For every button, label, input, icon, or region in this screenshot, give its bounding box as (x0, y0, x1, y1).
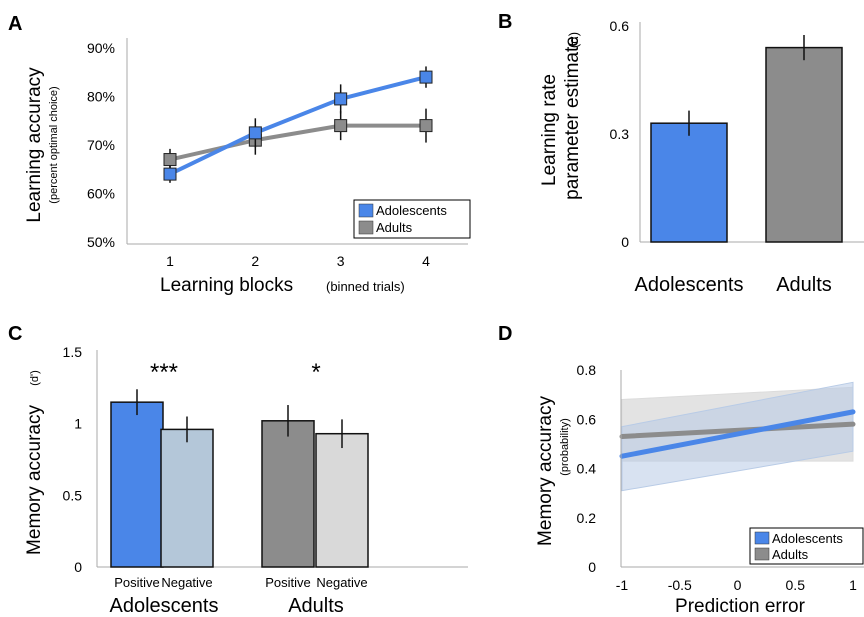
panel-b-ytick-label: 0.6 (610, 18, 630, 34)
panel-a-ytick-label: 90% (87, 40, 115, 56)
panel-c-memory-dprime: Memory accuracy (d') 00.511.5 Positive Ne… (24, 344, 468, 617)
panel-c-ylabel-main: Memory accuracy (24, 405, 45, 555)
panel-d-legend-swatch-adolescents (754, 531, 770, 545)
panel-a-data-point (334, 119, 348, 133)
panel-a-data-point (334, 92, 348, 106)
panel-a-ylabel-main: Learning accuracy (24, 67, 45, 223)
panel-b-category-label: Adults (776, 274, 832, 296)
panel-d-xtick-label: -1 (616, 577, 629, 593)
panel-a-learning-accuracy: Learning accuracy (percent optimal choic… (24, 38, 471, 296)
panel-a-ytick-label: 60% (87, 186, 115, 202)
panel-a-legend-adolescents: Adolescents (376, 203, 447, 218)
panel-a-xtick-label: 1 (166, 253, 174, 269)
panel-d-xtick-label: 0.5 (786, 577, 806, 593)
panel-a-data-point (248, 126, 262, 140)
panel-a-series-line (169, 123, 426, 162)
panel-c-significance-adults: * (311, 359, 320, 386)
panel-b-bar (650, 122, 728, 243)
panel-c-group-adolescents: Adolescents (110, 595, 219, 617)
panel-a-xtick-label: 3 (337, 253, 345, 269)
panel-c-ytick-label: 0.5 (63, 487, 83, 503)
panel-c-significance-adolescents: *** (150, 359, 178, 386)
panel-d-regression-line (619, 409, 856, 459)
panel-d-xtick-label: -0.5 (668, 577, 692, 593)
panel-c-bar (160, 428, 214, 568)
panel-b-learning-rate: Learning rate parameter estimate (α) 0 0.… (539, 18, 864, 296)
panel-c-category-label: Negative (316, 575, 367, 590)
panel-label-d: D (498, 323, 512, 345)
panel-c-category-label: Positive (114, 575, 160, 590)
panel-b-bar (765, 46, 843, 243)
panel-d-ylabel-sub: (probability) (559, 418, 571, 475)
panel-a-ytick-label: 50% (87, 234, 115, 250)
panel-a-data-point (419, 119, 433, 133)
panel-b-category-label: Adolescents (635, 274, 744, 296)
panel-a-data-point (163, 167, 177, 181)
panel-a-legend-adults: Adults (376, 220, 413, 235)
panel-d-ytick-label: 0.8 (577, 362, 597, 378)
panel-b-ylabel-line2: parameter estimate (562, 36, 583, 200)
panel-d-legend-adults: Adults (772, 547, 809, 562)
panel-d-ylabel-main: Memory accuracy (535, 396, 556, 546)
panel-c-category-label: Positive (265, 575, 311, 590)
panel-d-prediction-error: Memory accuracy (probability) 0 0.2 0.4 0.6… (535, 362, 864, 617)
panel-d-xtick-label: 0 (734, 577, 742, 593)
panel-c-category-label: Negative (161, 575, 212, 590)
panel-d-legend: Adolescents Adults (749, 527, 864, 565)
panel-a-ytick-label: 70% (87, 137, 115, 153)
panel-c-ytick-label: 1.5 (63, 344, 83, 360)
panel-a-legend-box (353, 199, 471, 239)
panel-a-legend-swatch-adolescents (358, 203, 374, 218)
panel-b-ylabel-line1: Learning rate (539, 74, 560, 186)
panel-c-bar (315, 432, 369, 568)
panel-label-c: C (8, 323, 22, 345)
panel-c-ylabel-sub: (d') (29, 370, 41, 386)
panel-d-ytick-label: 0.2 (577, 510, 597, 526)
panel-a-series-line (169, 75, 427, 176)
panel-d-ytick-label: 0 (588, 559, 596, 575)
panel-a-legend: Adolescents Adults (353, 199, 471, 239)
panel-d-ytick-label: 0.4 (577, 461, 597, 477)
panel-d-ytick-label: 0.6 (577, 411, 597, 427)
panel-d-regression-line (619, 421, 856, 439)
panel-d-legend-swatch-adults (754, 547, 770, 561)
panel-c-ytick-label: 0 (74, 559, 82, 575)
panel-a-ytick-label: 80% (87, 89, 115, 105)
panel-a-xtick-label: 4 (422, 253, 430, 269)
panel-b-ytick-label: 0 (621, 234, 629, 250)
panel-a-xtick-label: 2 (251, 253, 259, 269)
panel-a-data-point (163, 153, 177, 167)
panel-a-data-point (419, 70, 433, 84)
panel-c-ytick-label: 1 (74, 416, 82, 432)
panel-d-xtick-label: 1 (849, 577, 857, 593)
panel-d-xlabel: Prediction error (675, 596, 806, 617)
panel-c-group-adults: Adults (288, 595, 344, 617)
panel-c-bar (110, 401, 164, 568)
panel-label-a: A (8, 13, 22, 35)
panel-a-ylabel-sub: (percent optimal choice) (48, 86, 60, 203)
panel-label-b: B (498, 11, 512, 33)
panel-b-ylabel-symbol: (α) (566, 32, 581, 48)
panel-a-legend-swatch-adults (358, 220, 374, 235)
panel-a-xlabel-sub: (binned trials) (326, 279, 405, 294)
panel-a-xlabel-main: Learning blocks (160, 275, 293, 296)
panel-b-ytick-label: 0.3 (610, 126, 630, 142)
panel-c-bar (261, 420, 315, 568)
panel-d-legend-adolescents: Adolescents (772, 531, 843, 546)
